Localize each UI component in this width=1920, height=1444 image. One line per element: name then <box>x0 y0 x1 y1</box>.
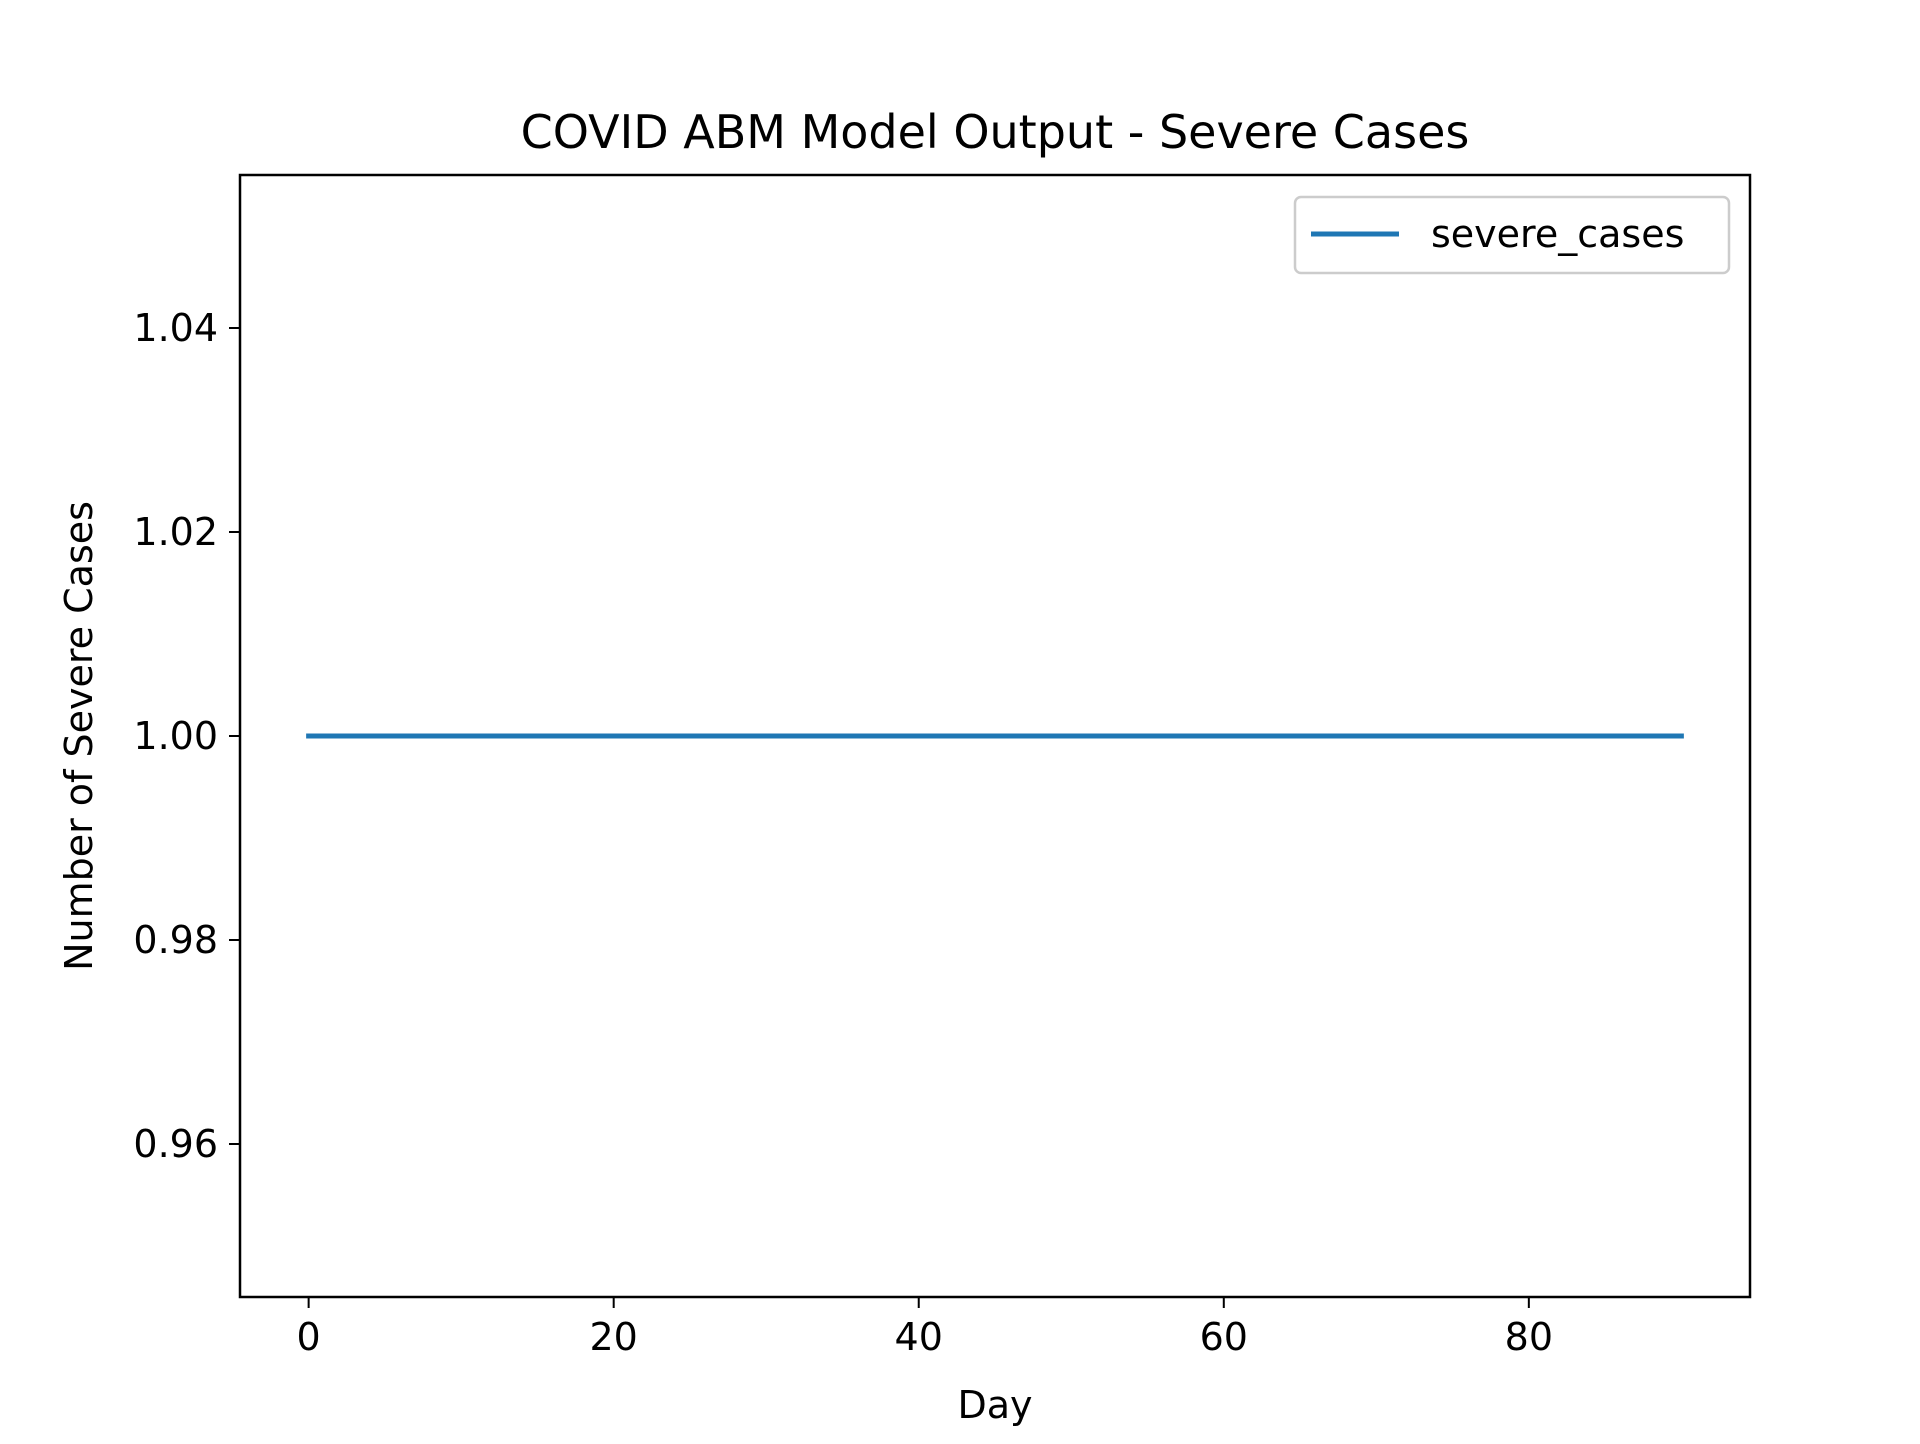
y-tick-label: 1.00 <box>133 714 218 758</box>
plot-area: 0 20 40 60 80 0.96 0.98 1.00 1.02 1.04 <box>133 173 1752 1359</box>
x-tick-label: 0 <box>297 1315 321 1359</box>
chart-title: COVID ABM Model Output - Severe Cases <box>521 105 1470 159</box>
y-tick-label: 1.04 <box>133 306 218 350</box>
y-axis-ticks: 0.96 0.98 1.00 1.02 1.04 <box>133 306 240 1166</box>
legend-box <box>1293 195 1731 275</box>
y-tick-label: 0.98 <box>133 918 218 962</box>
legend-label-severe-cases: severe_cases <box>1431 212 1684 256</box>
x-tick-label: 20 <box>590 1315 638 1359</box>
x-tick-label: 40 <box>895 1315 943 1359</box>
legend: severe_cases <box>1293 195 1731 275</box>
x-axis-label: Day <box>957 1383 1032 1427</box>
y-tick-label: 0.96 <box>133 1122 218 1166</box>
x-tick-label: 60 <box>1200 1315 1248 1359</box>
y-tick-label: 1.02 <box>133 510 218 554</box>
y-axis-label: Number of Severe Cases <box>57 501 101 971</box>
x-tick-label: 80 <box>1505 1315 1553 1359</box>
x-axis-ticks: 0 20 40 60 80 <box>297 1297 1553 1359</box>
